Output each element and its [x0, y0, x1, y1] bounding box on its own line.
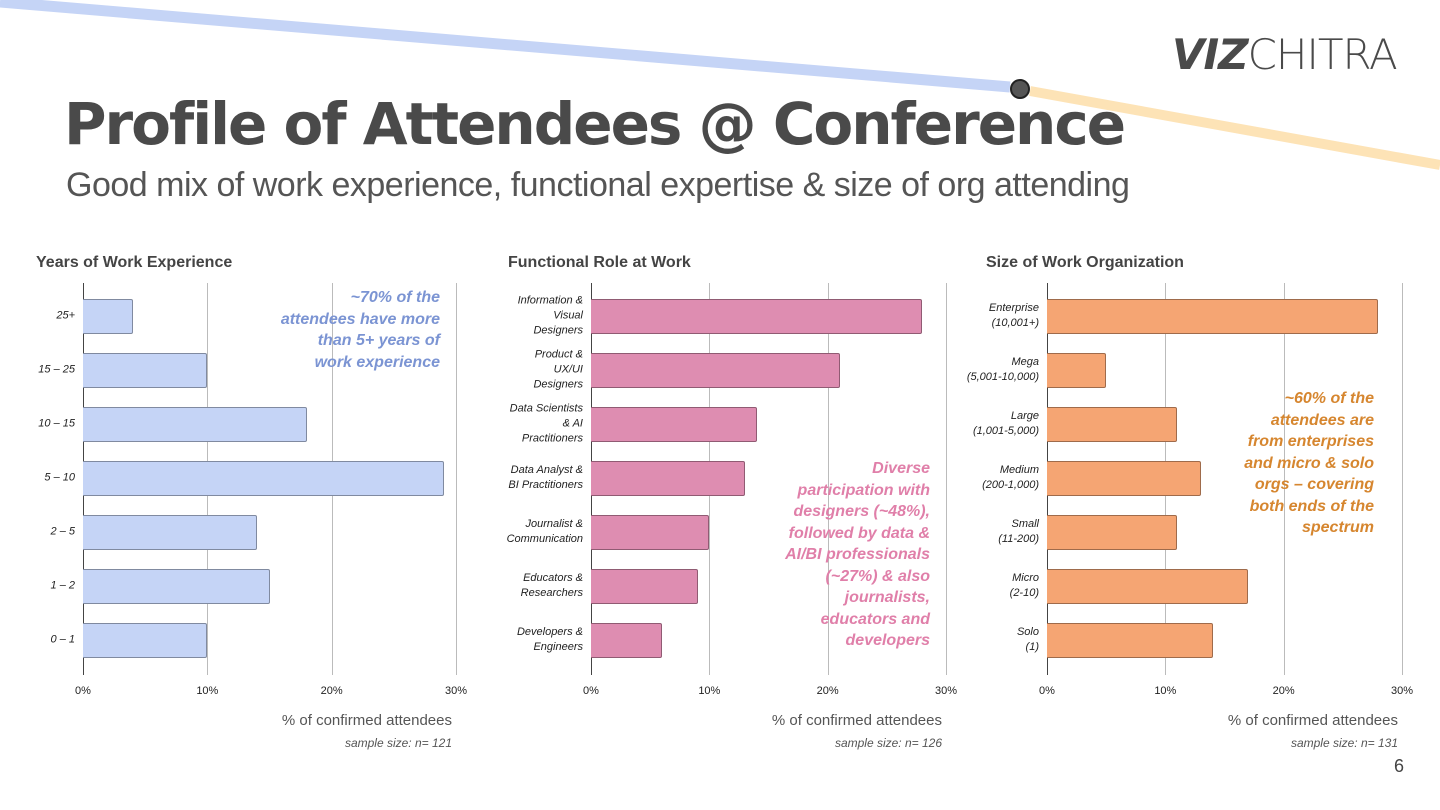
x-axis-label: % of confirmed attendees — [281, 712, 452, 729]
category-label: 5 – 10 — [44, 471, 75, 484]
x-axis-label: % of confirmed attendees — [771, 712, 942, 729]
category-label: 2 – 5 — [50, 525, 75, 538]
page-subtitle: Good mix of work experience, functional … — [66, 166, 1130, 204]
x-tick-label: 10% — [698, 685, 721, 697]
bar — [1047, 406, 1178, 442]
bar — [591, 460, 745, 496]
gridline — [1402, 283, 1403, 675]
chart-annotation: ~70% of the attendees have more than 5+ … — [280, 289, 440, 371]
category-label: Solo (1) — [1016, 626, 1039, 653]
category-label: 10 – 15 — [38, 417, 75, 430]
gridline — [456, 283, 457, 675]
chart-annotation: Diverse participation with designers (~4… — [785, 460, 930, 649]
page-title: Profile of Attendees @ Conference — [64, 90, 1126, 158]
logo-light: CHITRA — [1247, 30, 1398, 79]
category-label: Micro (2-10) — [1009, 572, 1039, 599]
chart-plot-role: 0% 10% 20% 30% Information & Visual Designer… — [507, 283, 957, 697]
x-tick-label: 0% — [1039, 685, 1055, 697]
blue-stroke — [0, 0, 1011, 93]
chart-title-org-size: Size of Work Organization — [986, 254, 1184, 271]
bar — [83, 514, 258, 550]
x-tick-label: 10% — [196, 685, 219, 697]
chart-title-role: Functional Role at Work — [508, 254, 691, 271]
sample-size: sample size: n= 121 — [344, 736, 452, 750]
bar — [1047, 568, 1249, 604]
chart-title-experience: Years of Work Experience — [36, 254, 233, 271]
x-tick-label: 20% — [320, 685, 343, 697]
category-label: Developers & Engineers — [516, 626, 583, 653]
bar — [83, 406, 307, 442]
x-tick-label: 30% — [934, 685, 958, 697]
page-number: 6 — [1394, 756, 1405, 776]
x-axis-label: % of confirmed attendees — [1227, 712, 1398, 729]
bar — [1047, 460, 1201, 496]
category-label: Information & Visual Designers — [517, 294, 583, 337]
bar — [83, 352, 208, 388]
bar — [591, 622, 662, 658]
bar — [591, 406, 757, 442]
bar — [83, 622, 208, 658]
category-label: Data Scientists & AI Practitioners — [509, 402, 583, 445]
x-tick-label: 10% — [1154, 685, 1177, 697]
x-tick-label: 20% — [816, 685, 839, 697]
bar — [591, 352, 840, 388]
x-tick-label: 20% — [1272, 685, 1295, 697]
sample-size: sample size: n= 126 — [834, 736, 942, 750]
chart-annotation: ~60% of the attendees are from enterpris… — [1244, 390, 1374, 536]
yellow-stroke — [1029, 86, 1440, 170]
category-label: Data Analyst & BI Practitioners — [508, 464, 583, 491]
bar — [1047, 514, 1178, 550]
category-label: Mega (5,001-10,000) — [966, 356, 1039, 383]
category-label: 1 – 2 — [50, 579, 75, 592]
category-label: Medium (200-1,000) — [982, 464, 1039, 491]
logo-bold: VIZ — [1172, 30, 1249, 79]
gridline — [1283, 283, 1285, 675]
bar — [1047, 298, 1379, 334]
bar — [1047, 622, 1213, 658]
gridline — [827, 283, 829, 675]
timeline-dot — [1010, 79, 1030, 99]
category-label: Product & UX/UI Designers — [533, 348, 583, 391]
bar — [83, 460, 444, 496]
bar — [591, 298, 923, 334]
x-tick-label: 0% — [75, 685, 91, 697]
chart-plot-experience: 0% 10% 20% 30% 25+ 15 – 25 10 – 15 5 – 10 2 – 5 1… — [38, 283, 467, 697]
x-tick-label: 30% — [444, 685, 468, 697]
category-label: Educators & Researchers — [520, 572, 583, 599]
bar — [591, 514, 710, 550]
sample-size: sample size: n= 131 — [1290, 736, 1398, 750]
category-label: Small (11-200) — [998, 518, 1039, 545]
chart-plot-org-size: 0% 10% 20% 30% Enterprise (10,001+) Mega (5,0… — [967, 283, 1413, 697]
category-label: 15 – 25 — [38, 363, 75, 376]
category-label: Enterprise (10,001+) — [988, 302, 1039, 329]
x-tick-label: 30% — [1390, 685, 1414, 697]
category-label: Journalist & Communication — [506, 518, 583, 545]
category-label: Large (1,001-5,000) — [972, 410, 1039, 437]
bar — [83, 298, 133, 334]
category-label: 25+ — [56, 309, 75, 322]
bar — [591, 568, 698, 604]
category-label: 0 – 1 — [50, 633, 75, 646]
bar — [1047, 352, 1107, 388]
logo: VIZCHITRA — [1172, 30, 1398, 79]
bar — [83, 568, 270, 604]
gridline — [946, 283, 947, 675]
x-tick-label: 0% — [583, 685, 599, 697]
